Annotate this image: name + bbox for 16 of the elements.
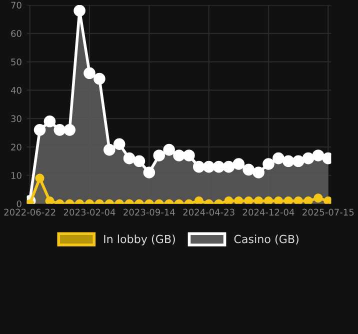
y-tick-label: 50 bbox=[11, 58, 22, 66]
y-tick-label: 40 bbox=[10, 86, 22, 94]
y-tick-label: 20 bbox=[11, 144, 22, 151]
y-tick-label: 60 bbox=[11, 30, 22, 37]
y-tick-label: 0 bbox=[16, 200, 22, 208]
legend-label: In lobby (GB) bbox=[104, 234, 175, 246]
x-tick-label: 2024-04-23 bbox=[183, 208, 234, 216]
x-tick-label: 2023-09-14 bbox=[124, 208, 175, 216]
y-tick-label: 70 bbox=[11, 2, 22, 9]
x-tick-label: 2025-07-15 bbox=[302, 208, 354, 216]
y-tick-label: 30 bbox=[11, 115, 22, 122]
y-tick-label: 10 bbox=[11, 172, 22, 179]
x-tick-label: 2022-06-22 bbox=[4, 208, 56, 216]
x-tick-label: 2024-12-04 bbox=[242, 208, 294, 216]
legend-label: Casino (GB) bbox=[234, 234, 298, 245]
x-tick-label: 2023-02-04 bbox=[64, 208, 116, 216]
